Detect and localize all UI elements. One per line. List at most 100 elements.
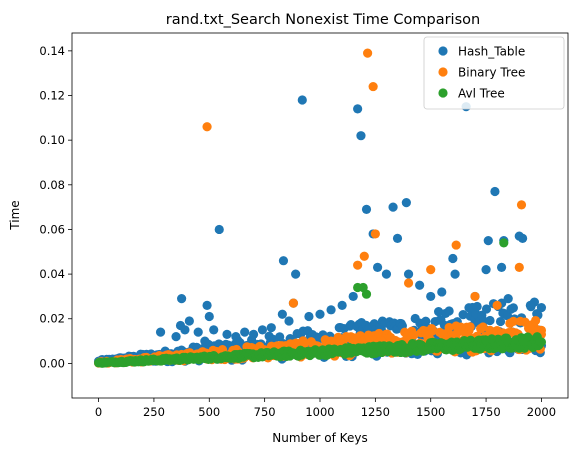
data-point-hash-table [472,301,482,312]
x-tick-label: 750 [254,405,276,419]
legend-label: Hash_Table [458,45,525,59]
data-point-hash-table [434,306,444,317]
x-axis-label: Number of Keys [272,431,367,445]
legend-marker [438,67,448,77]
data-point-hash-table [266,323,276,333]
data-point-hash-table [171,332,181,342]
data-point-binary-tree [202,122,212,132]
data-point-binary-tree [374,328,384,339]
data-point-hash-table [495,316,506,327]
legend-box [423,36,565,110]
y-tick-label: 0.04 [39,267,65,281]
data-point-hash-table [450,269,460,279]
data-point-hash-table [337,300,347,310]
data-point-hash-table [372,262,383,272]
data-point-binary-tree [426,265,436,275]
data-point-binary-tree [470,291,480,302]
data-point-hash-table [348,291,358,302]
data-point-hash-table [490,186,500,197]
data-point-hash-table [304,311,314,322]
data-point-hash-table [503,294,513,304]
x-tick-label: 250 [143,405,165,419]
data-point-hash-table [444,306,454,316]
y-tick-label: 0.12 [39,89,65,103]
data-point-hash-table [415,280,425,290]
data-point-hash-table [200,336,210,346]
data-point-hash-table [315,309,325,319]
data-point-hash-table [392,233,403,243]
data-point-binary-tree [508,316,518,326]
data-point-hash-table [291,269,301,279]
data-point-hash-table [426,291,436,302]
data-point-avl-tree [361,289,372,299]
chart-title: rand.txt_Search Nonexist Time Comparison [166,12,480,28]
data-point-hash-table [177,294,187,304]
data-point-binary-tree [514,262,524,272]
data-point-binary-tree [359,251,369,261]
data-point-hash-table [277,309,287,319]
data-point-hash-table [202,300,212,310]
data-point-hash-table [353,104,363,114]
x-tick-label: 1500 [416,405,445,419]
data-point-avl-tree [536,337,547,347]
data-point-binary-tree [288,298,299,308]
y-axis-label: Time [8,200,22,230]
y-tick-label: 0.08 [39,178,65,192]
y-axis-ticks: 0.00 0.02 0.04 0.06 0.08 0.10 0.12 0.14 [39,44,72,370]
x-tick-label: 2000 [527,405,556,419]
data-point-hash-table [361,204,372,214]
data-point-hash-table [458,310,468,320]
data-point-avl-tree [499,238,509,248]
x-tick-label: 1000 [305,405,334,419]
legend-marker [438,88,448,98]
x-tick-label: 1750 [471,405,500,419]
data-point-binary-tree [428,325,438,336]
data-point-hash-table [481,304,492,314]
data-point-hash-table [180,325,190,335]
data-point-hash-table [248,329,259,339]
data-point-hash-table [240,327,250,337]
legend-label: Avl Tree [458,87,505,101]
data-point-binary-tree [516,200,527,210]
data-point-hash-table [209,325,219,335]
data-point-binary-tree [492,300,502,310]
data-point-hash-table [214,224,224,235]
data-point-binary-tree [403,278,414,288]
data-point-hash-table [356,131,366,141]
data-point-hash-table [448,253,458,264]
legend-marker [438,46,448,56]
data-point-hash-table [481,265,491,275]
data-point-binary-tree [478,322,488,332]
data-point-binary-tree [409,330,419,340]
x-tick-label: 0 [95,405,102,419]
legend: Hash_Table Binary Tree Avl Tree [423,36,565,110]
data-point-hash-table [536,302,547,313]
data-point-hash-table [278,256,289,266]
data-point-hash-table [284,316,294,326]
data-point-hash-table [184,316,194,326]
y-tick-label: 0.06 [39,222,65,236]
data-point-hash-table [483,236,493,246]
x-tick-label: 1250 [361,405,390,419]
y-tick-label: 0.02 [39,312,65,326]
data-point-binary-tree [444,322,454,333]
data-point-binary-tree [363,48,373,58]
data-point-hash-table [496,262,507,272]
data-point-hash-table [421,316,431,326]
data-point-binary-tree [465,322,475,332]
data-point-hash-table [485,315,495,326]
legend-items: Hash_Table Binary Tree Avl Tree [438,45,525,101]
data-point-hash-table [193,327,203,337]
y-tick-label: 0.10 [39,133,65,147]
data-point-hash-table [437,287,447,297]
data-point-hash-table [222,329,232,339]
data-point-hash-table [381,269,392,279]
data-point-hash-table [401,198,411,208]
data-point-binary-tree [530,315,541,326]
legend-label: Binary Tree [458,66,525,80]
data-point-hash-table [155,327,166,337]
data-point-binary-tree [370,229,380,239]
y-tick-label: 0.14 [39,44,65,58]
points-layer [93,48,547,368]
